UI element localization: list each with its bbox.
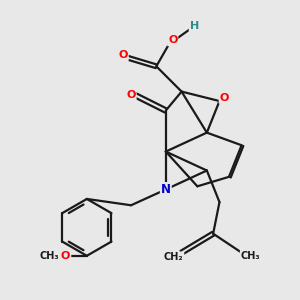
Text: O: O bbox=[126, 90, 136, 100]
Text: O: O bbox=[61, 251, 70, 261]
Text: O: O bbox=[118, 50, 128, 60]
Text: N: N bbox=[161, 183, 171, 196]
Text: CH₂: CH₂ bbox=[164, 252, 184, 262]
Text: O: O bbox=[168, 35, 177, 45]
Text: CH₃: CH₃ bbox=[39, 251, 59, 261]
Text: CH₃: CH₃ bbox=[241, 251, 260, 261]
Text: H: H bbox=[190, 21, 199, 31]
Text: O: O bbox=[220, 93, 229, 103]
